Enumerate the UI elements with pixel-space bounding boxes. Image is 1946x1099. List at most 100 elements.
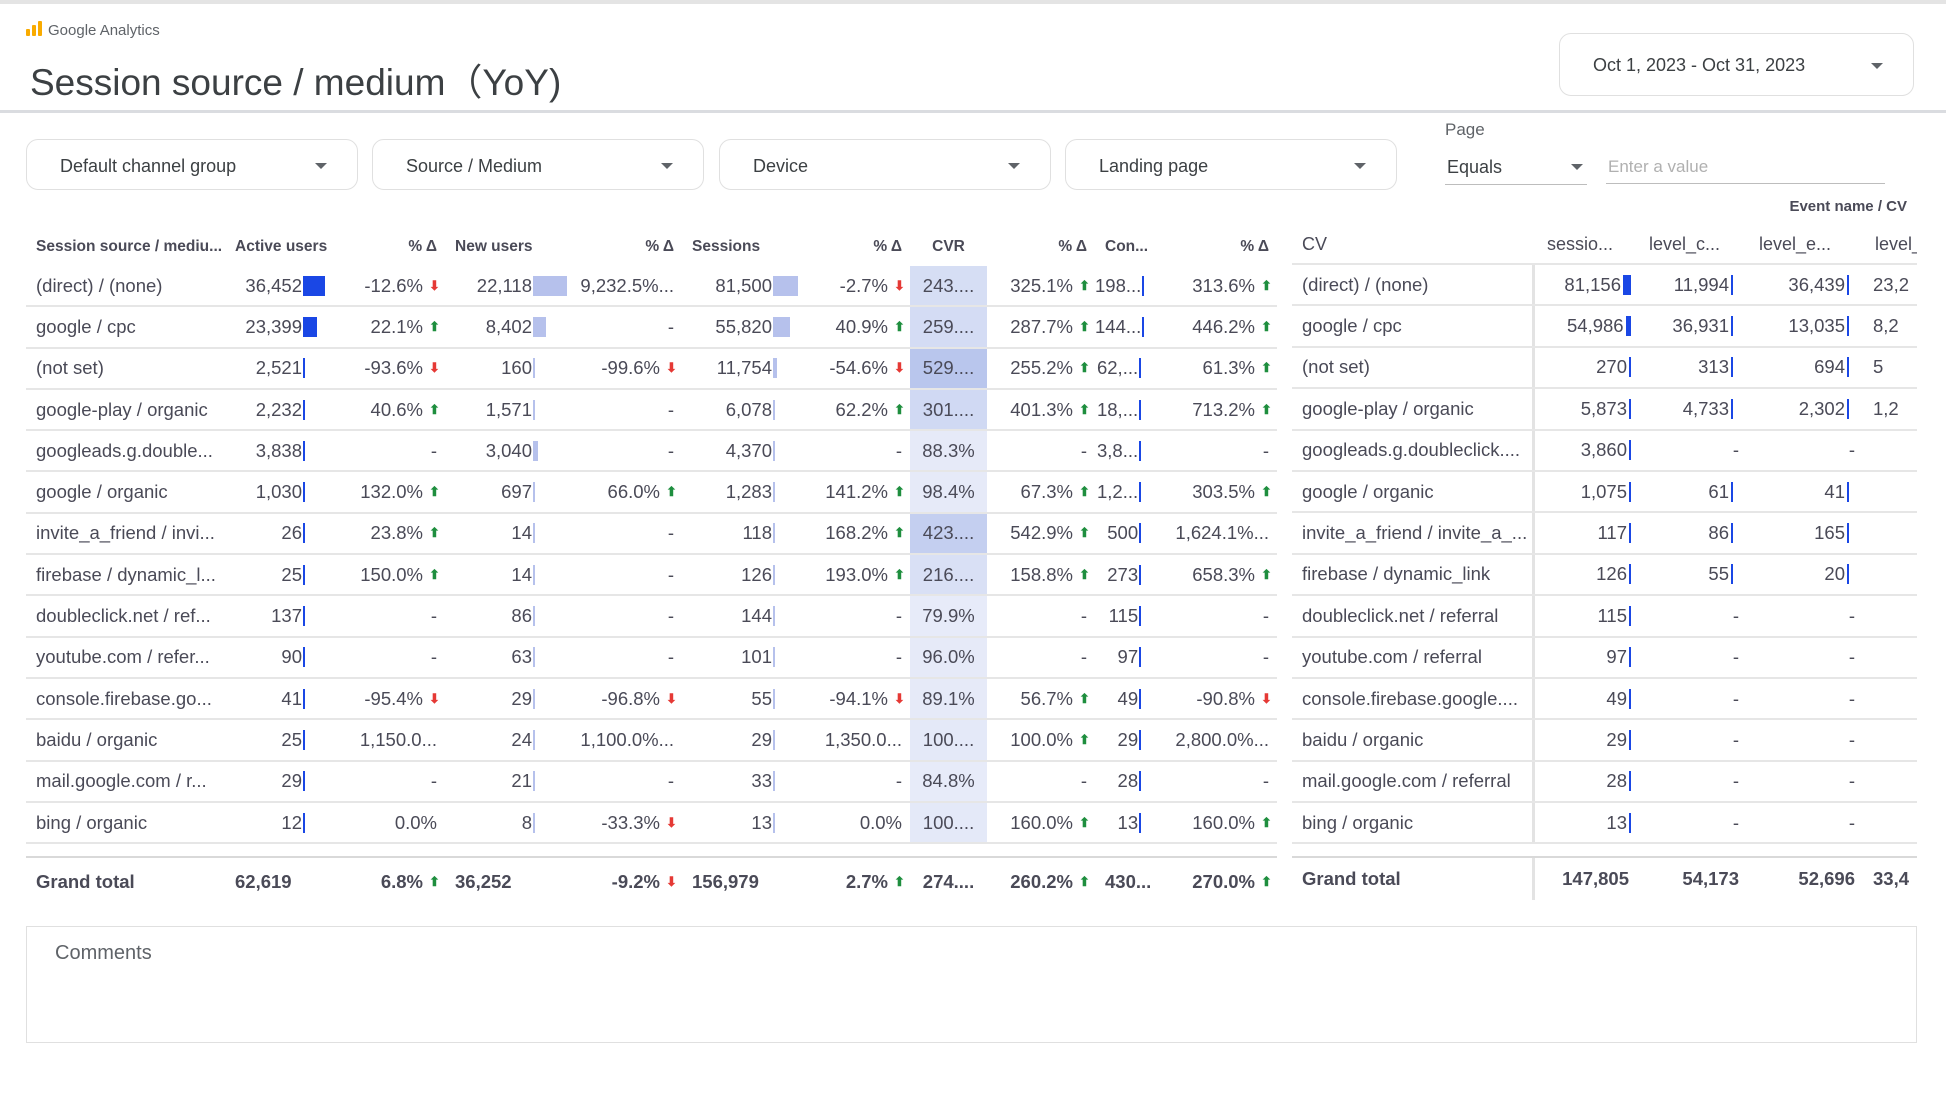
- table-row[interactable]: (direct) / (none) 36,452 -12.6% ⬇ 22,118 9,23…: [26, 266, 1277, 308]
- column-header[interactable]: level_c...: [1637, 225, 1747, 263]
- table-row[interactable]: googleads.g.doubleclick.... 3,860 - -: [1292, 430, 1917, 472]
- column-header[interactable]: sessio...: [1535, 225, 1637, 263]
- column-header-label: % Δ: [1058, 238, 1087, 255]
- cell-value: 36,439: [1788, 273, 1845, 295]
- cv-name-cell: youtube.com / referral: [1292, 637, 1535, 677]
- page-value-input[interactable]: [1606, 150, 1885, 184]
- table-row[interactable]: baidu / organic 29 - -: [1292, 720, 1917, 762]
- table-cell: 303.5% ⬆: [1165, 472, 1277, 511]
- column-header[interactable]: CV: [1292, 225, 1535, 263]
- table-cell: 79.9%: [910, 596, 987, 636]
- table-row[interactable]: bing / organic 12 0.0% 8 -33.3% ⬇ 13 0.0% 100...…: [26, 802, 1277, 845]
- table-row[interactable]: console.firebase.go... 41 -95.4% ⬇ 29 -96.8% ⬇…: [26, 678, 1277, 721]
- table-row[interactable]: google / organic 1,030 132.0% ⬆ 697 66.0% ⬆ 1,2…: [26, 472, 1277, 514]
- table-cell: 137: [225, 596, 340, 635]
- table-cell: -: [987, 762, 1095, 801]
- table-row[interactable]: invite_a_friend / invi... 26 23.8% ⬆ 14 - 118 1…: [26, 513, 1277, 556]
- cell-value: googleads.g.doubleclick....: [1302, 439, 1521, 461]
- cell-value: 168.2%: [825, 522, 888, 544]
- table-cell: [1863, 431, 1917, 470]
- filter-device[interactable]: Device: [719, 139, 1051, 190]
- table-row[interactable]: (not set) 2,521 -93.6% ⬇ 160 -99.6% ⬇ 11,754 -54…: [26, 348, 1277, 390]
- value-bar: [533, 606, 535, 627]
- cv-name-cell: googleads.g.doubleclick....: [1292, 430, 1535, 470]
- bar-container: [303, 729, 339, 750]
- table-row[interactable]: google-play / organic 5,873 4,733 2,302 1,2: [1292, 389, 1917, 431]
- value-with-bar: 101: [682, 646, 772, 668]
- cell-value: firebase / dynamic_link: [1302, 563, 1491, 585]
- grand-total-row: Grand total 62,619 6.8% ⬆ 36,252 -9.2% ⬇ 156,97…: [26, 858, 1277, 906]
- cell-value: 401.3%: [1010, 398, 1073, 420]
- cv-name-cell: (not set): [1292, 347, 1535, 388]
- column-header[interactable]: % Δ: [570, 228, 682, 266]
- column-header[interactable]: level_e...: [1747, 225, 1863, 263]
- cell-value: 2,232: [255, 398, 302, 420]
- table-row[interactable]: invite_a_friend / invite_a_... 117 86 165: [1292, 513, 1917, 555]
- date-range-picker[interactable]: Oct 1, 2023 - Oct 31, 2023: [1559, 33, 1914, 96]
- table-row[interactable]: console.firebase.google.... 49 - -: [1292, 678, 1917, 721]
- value-bar: [533, 316, 546, 337]
- column-header[interactable]: New users: [445, 228, 570, 266]
- value-with-bar: 49: [1095, 688, 1139, 710]
- table-cell: 713.2% ⬆: [1165, 390, 1277, 429]
- column-header[interactable]: Con...: [1095, 228, 1165, 266]
- table-cell: -99.6% ⬇: [570, 349, 682, 388]
- filter-default-channel-group[interactable]: Default channel group: [26, 139, 358, 190]
- column-header[interactable]: CVR: [910, 228, 987, 266]
- table-cell: -90.8% ⬇: [1165, 679, 1277, 718]
- table-row[interactable]: youtube.com / refer... 90-63-101-96.0% -97…: [26, 637, 1277, 679]
- table-row[interactable]: firebase / dynamic_l... 25 150.0% ⬆ 14 - 126 19…: [26, 555, 1277, 597]
- table-row[interactable]: youtube.com / referral 97 - -: [1292, 637, 1917, 679]
- table-row[interactable]: doubleclick.net / referral 115 - -: [1292, 596, 1917, 638]
- column-header[interactable]: Active users: [225, 228, 340, 266]
- table-row[interactable]: bing / organic 13 - -: [1292, 803, 1917, 845]
- cell-value: mail.google.com / referral: [1302, 770, 1511, 792]
- table-cell: 28: [1095, 762, 1165, 801]
- table-row[interactable]: google-play / organic 2,232 40.6% ⬆ 1,571 - 6,…: [26, 389, 1277, 432]
- column-header[interactable]: % Δ: [810, 228, 910, 266]
- value-with-bar: 3,040: [445, 440, 532, 462]
- table-row[interactable]: google / organic 1,075 61 41: [1292, 471, 1917, 514]
- column-header[interactable]: % Δ: [987, 228, 1095, 266]
- table-row[interactable]: mail.google.com / referral 28 - -: [1292, 761, 1917, 804]
- table-row[interactable]: (not set) 270 313 694 5: [1292, 347, 1917, 390]
- table-cell: -: [340, 638, 445, 677]
- table-cell: -: [340, 431, 445, 470]
- table-row[interactable]: baidu / organic 25 1,150.0... 24 1,100.0%...…: [26, 720, 1277, 762]
- table-cell: 1,283: [682, 472, 810, 511]
- cell-value: 22.1%: [370, 315, 423, 337]
- cell-value: 8: [521, 811, 532, 833]
- table-row[interactable]: doubleclick.net / ref... 137-86-144-79.9%…: [26, 596, 1277, 638]
- column-header[interactable]: Sessions: [682, 228, 810, 266]
- table-cell: 25: [225, 720, 340, 759]
- cell-value: -: [667, 439, 674, 461]
- cell-value: invite_a_friend / invi...: [36, 522, 215, 544]
- table-cell: 430...: [1095, 858, 1165, 906]
- bar-container: [773, 564, 809, 585]
- value-bar: [1629, 729, 1631, 750]
- value-with-bar: 55: [682, 688, 772, 710]
- table-row[interactable]: firebase / dynamic_link 126 55 20: [1292, 554, 1917, 597]
- table-cell: 243....: [910, 266, 987, 306]
- column-header[interactable]: Session source / mediu...: [26, 228, 225, 266]
- table-cell: 5,873: [1535, 389, 1637, 428]
- comments-box[interactable]: Comments: [26, 926, 1917, 1043]
- table-row[interactable]: (direct) / (none) 81,156 11,994 36,439 23,2: [1292, 265, 1917, 307]
- column-header[interactable]: level_s: [1863, 225, 1917, 263]
- page-operator-select[interactable]: Equals: [1445, 150, 1587, 185]
- source-medium-cell: invite_a_friend / invi...: [26, 514, 225, 553]
- value-with-bar: 3,8...: [1095, 440, 1138, 462]
- filter-landing-page[interactable]: Landing page: [1065, 139, 1397, 190]
- bar-container: [303, 399, 339, 420]
- table-row[interactable]: google / cpc 23,399 22.1% ⬆ 8,402 - 55,820 40.9…: [26, 307, 1277, 349]
- column-header[interactable]: % Δ: [1165, 228, 1277, 266]
- cell-value: 100....: [922, 728, 975, 750]
- column-header[interactable]: % Δ: [340, 228, 445, 266]
- table-row[interactable]: google / cpc 54,986 36,931 13,035 8,2: [1292, 306, 1917, 348]
- filter-source-medium[interactable]: Source / Medium: [372, 139, 704, 190]
- value-bar: [773, 275, 798, 296]
- table-row[interactable]: mail.google.com / r... 29-21-33-84.8% -28-: [26, 761, 1277, 803]
- table-cell: -: [1747, 431, 1863, 470]
- table-row[interactable]: googleads.g.double... 3,838-3,040-4,370-8…: [26, 431, 1277, 473]
- cell-value: 313: [1698, 356, 1729, 378]
